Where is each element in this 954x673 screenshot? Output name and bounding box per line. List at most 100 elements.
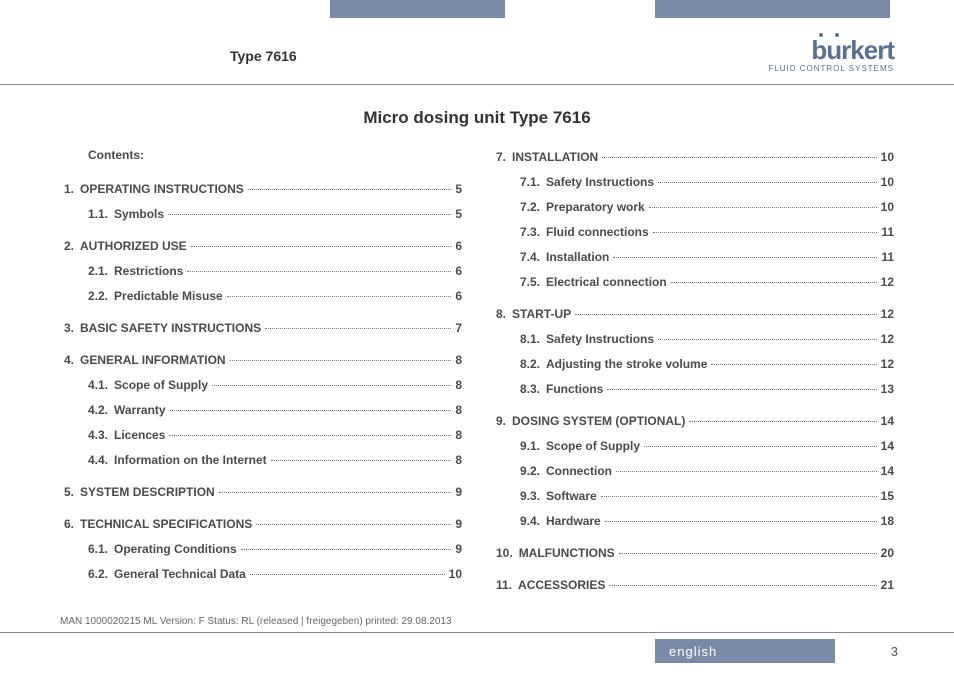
toc-number: 4.3. <box>88 426 108 444</box>
toc-leader <box>187 271 451 272</box>
logo: burkert FLUID CONTROL SYSTEMS <box>768 39 894 73</box>
toc-label: Operating Conditions <box>114 540 237 558</box>
toc-entry[interactable]: 8.1.Safety Instructions12 <box>492 330 894 348</box>
toc-number: 6.1. <box>88 540 108 558</box>
toc-entry[interactable]: 9.1.Scope of Supply14 <box>492 437 894 455</box>
toc-entry[interactable]: 4.General Information8 <box>60 351 462 369</box>
toc-entry[interactable]: 11.Accessories21 <box>492 576 894 594</box>
toc-entry[interactable]: 8.Start-up12 <box>492 305 894 323</box>
toc-page: 8 <box>455 376 462 394</box>
toc-leader <box>271 460 452 461</box>
toc-page: 6 <box>455 237 462 255</box>
footer-divider <box>0 632 954 633</box>
toc-label: Safety Instructions <box>546 330 654 348</box>
toc-label: Electrical connection <box>546 273 667 291</box>
toc-number: 6.2. <box>88 565 108 583</box>
toc-label: Connection <box>546 462 612 480</box>
toc-label: Malfunctions <box>519 544 615 562</box>
toc-label: Restrictions <box>114 262 183 280</box>
toc-entry[interactable]: 10.Malfunctions20 <box>492 544 894 562</box>
toc-left-list: 1.Operating Instructions51.1.Symbols52.A… <box>60 180 462 583</box>
toc-entry[interactable]: 4.4.Information on the Internet8 <box>60 451 462 469</box>
toc-leader <box>168 214 451 215</box>
accent-bar-left <box>330 0 505 18</box>
toc-entry[interactable]: 8.3.Functions13 <box>492 380 894 398</box>
toc-entry[interactable]: 6.2.General Technical Data10 <box>60 565 462 583</box>
toc-leader <box>170 410 452 411</box>
toc-entry[interactable]: 7.4.Installation11 <box>492 248 894 266</box>
toc-entry[interactable]: 6.Technical Specifications9 <box>60 515 462 533</box>
toc-page: 15 <box>881 487 894 505</box>
toc-entry[interactable]: 9.4.Hardware18 <box>492 512 894 530</box>
toc-number: 11. <box>496 576 512 594</box>
toc-page: 10 <box>881 198 894 216</box>
toc-number: 4.4. <box>88 451 108 469</box>
toc-number: 9.2. <box>520 462 540 480</box>
toc-entry[interactable]: 9.Dosing System (Optional)14 <box>492 412 894 430</box>
toc-leader <box>169 435 451 436</box>
toc-entry[interactable]: 8.2.Adjusting the stroke volume12 <box>492 355 894 373</box>
toc-entry[interactable]: 2.1.Restrictions6 <box>60 262 462 280</box>
toc-number: 7.4. <box>520 248 540 266</box>
toc-page: 10 <box>881 148 894 166</box>
toc-leader <box>609 585 876 586</box>
toc-entry[interactable]: 6.1.Operating Conditions9 <box>60 540 462 558</box>
toc-label: Operating Instructions <box>80 180 244 198</box>
toc-number: 10. <box>496 544 513 562</box>
toc-label: Warranty <box>114 401 166 419</box>
toc-leader <box>658 339 877 340</box>
page-title: Micro dosing unit Type 7616 <box>0 108 954 128</box>
toc-number: 7.2. <box>520 198 540 216</box>
top-accent-bars <box>0 0 954 18</box>
toc-leader <box>241 549 452 550</box>
toc-leader <box>212 385 451 386</box>
toc-number: 7.5. <box>520 273 540 291</box>
toc-entry[interactable]: 3.Basic Safety Instructions7 <box>60 319 462 337</box>
toc-label: Adjusting the stroke volume <box>546 355 707 373</box>
toc-leader <box>230 360 452 361</box>
toc-page: 12 <box>881 305 894 323</box>
toc-page: 14 <box>881 462 894 480</box>
toc-entry[interactable]: 4.2.Warranty8 <box>60 401 462 419</box>
toc-leader <box>711 364 876 365</box>
footer-language: english <box>655 639 835 663</box>
toc-label: Scope of Supply <box>114 376 208 394</box>
toc-entry[interactable]: 2.2.Predictable Misuse6 <box>60 287 462 305</box>
toc-entry[interactable]: 7.Installation10 <box>492 148 894 166</box>
toc-entry[interactable]: 2.Authorized Use6 <box>60 237 462 255</box>
toc-entry[interactable]: 7.1.Safety Instructions10 <box>492 173 894 191</box>
toc-entry[interactable]: 5.System Description9 <box>60 483 462 501</box>
toc-page: 12 <box>881 355 894 373</box>
toc-leader <box>219 492 452 493</box>
toc-label: Software <box>546 487 597 505</box>
toc-number: 3. <box>64 319 74 337</box>
toc-entry[interactable]: 7.5.Electrical connection12 <box>492 273 894 291</box>
toc-entry[interactable]: 1.Operating Instructions5 <box>60 180 462 198</box>
toc-page: 14 <box>881 412 894 430</box>
accent-bar-right <box>655 0 890 18</box>
toc-entry[interactable]: 1.1.Symbols5 <box>60 205 462 223</box>
toc-page: 11 <box>881 223 894 241</box>
toc-number: 1. <box>64 180 74 198</box>
toc-entry[interactable]: 4.3. Licences 8 <box>60 426 462 444</box>
toc-entry[interactable]: 4.1.Scope of Supply8 <box>60 376 462 394</box>
toc-page: 12 <box>881 330 894 348</box>
toc-page: 8 <box>455 426 462 444</box>
toc-entry[interactable]: 9.3.Software15 <box>492 487 894 505</box>
toc-entry[interactable]: 9.2. Connection 14 <box>492 462 894 480</box>
toc-label: Fluid connections <box>546 223 649 241</box>
toc-leader <box>575 314 877 315</box>
toc-number: 4.2. <box>88 401 108 419</box>
toc-label: Licences <box>114 426 165 444</box>
toc-label: Installation <box>546 248 609 266</box>
toc-label: Information on the Internet <box>114 451 267 469</box>
toc-leader <box>248 189 452 190</box>
toc-number: 7.1. <box>520 173 540 191</box>
toc-right-column: 7.Installation107.1.Safety Instructions1… <box>492 148 894 613</box>
toc-entry[interactable]: 7.2.Preparatory work10 <box>492 198 894 216</box>
toc-entry[interactable]: 7.3.Fluid connections11 <box>492 223 894 241</box>
toc-number: 6. <box>64 515 74 533</box>
toc-leader <box>613 257 877 258</box>
toc-number: 1.1. <box>88 205 108 223</box>
page-number: 3 <box>891 644 898 659</box>
